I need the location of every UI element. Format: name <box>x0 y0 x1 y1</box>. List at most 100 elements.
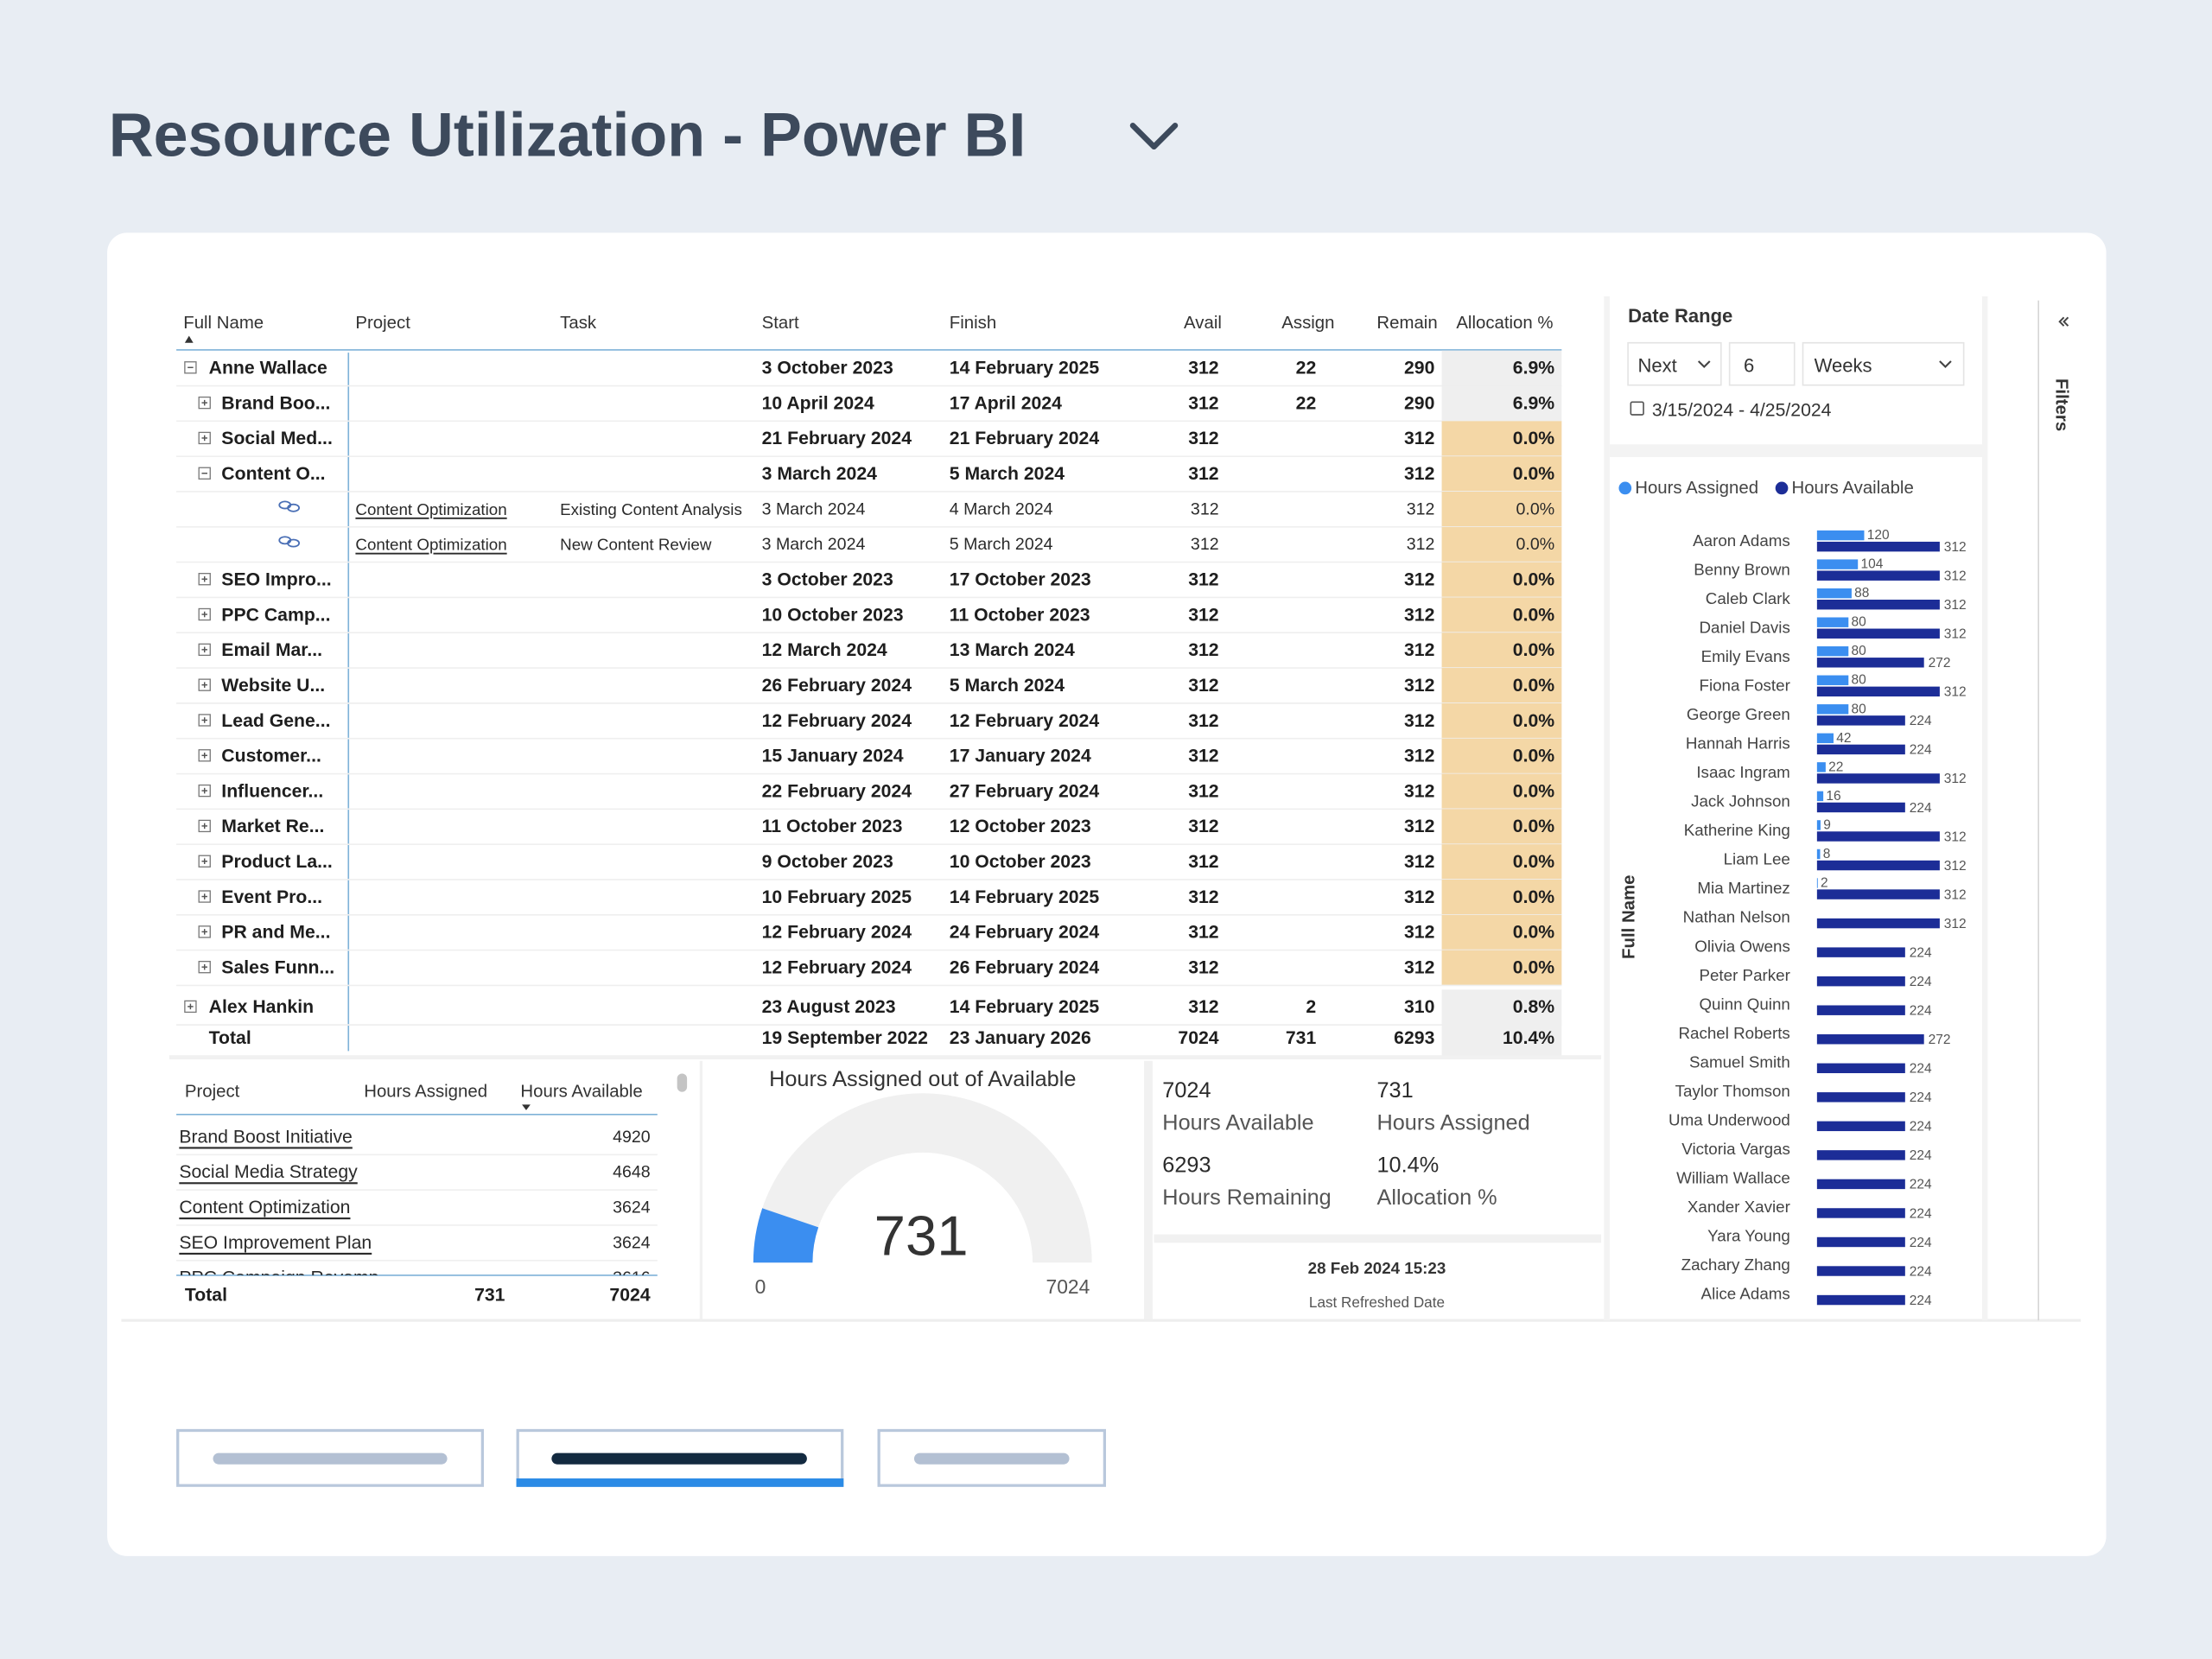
row-name[interactable]: Social Med... <box>221 429 333 448</box>
row-name[interactable]: PR and Me... <box>221 923 330 943</box>
column-header[interactable]: Avail <box>1184 314 1222 333</box>
row-name[interactable]: Sales Funn... <box>221 957 334 977</box>
cell-allocation: 6.9% <box>1513 359 1554 378</box>
row-name[interactable]: Anne Wallace <box>209 359 327 378</box>
column-header[interactable]: Task <box>560 314 597 333</box>
project-link[interactable]: Brand Boost Initiative <box>179 1127 353 1147</box>
row-name[interactable]: Lead Gene... <box>221 711 330 731</box>
cell-allocation: 0.0% <box>1513 676 1554 696</box>
row-name[interactable]: Email Mar... <box>221 640 322 660</box>
column-header[interactable]: Start <box>762 314 799 333</box>
row-name[interactable]: Brand Boo... <box>221 393 330 413</box>
data-label: 224 <box>1910 1148 1932 1163</box>
cell-remain: 310 <box>1404 997 1434 1017</box>
legend-label[interactable]: Hours Available <box>1791 479 1913 498</box>
cell-start: 22 February 2024 <box>762 781 912 801</box>
category-label: Xander Xavier <box>1688 1198 1790 1216</box>
cell-remain: 290 <box>1404 359 1434 378</box>
category-label: Taylor Thomson <box>1675 1082 1790 1100</box>
cell-finish: 17 January 2024 <box>950 747 1091 766</box>
row-name[interactable]: Market Re... <box>221 817 324 836</box>
row-name[interactable]: Product La... <box>221 852 333 872</box>
cell-allocation: 0.0% <box>1513 781 1554 801</box>
row-name[interactable]: Content O... <box>221 464 325 484</box>
row-name[interactable]: SEO Impro... <box>221 570 331 590</box>
bar <box>1817 542 1940 551</box>
cell-remain: 6293 <box>1394 1028 1434 1048</box>
cell-remain: 312 <box>1404 464 1434 484</box>
column-header[interactable]: Full Name <box>183 314 264 333</box>
cell-allocation: 0.0% <box>1513 957 1554 977</box>
scrollbar[interactable] <box>677 1073 687 1091</box>
category-label: Victoria Vargas <box>1681 1140 1790 1158</box>
data-label: 312 <box>1944 772 1967 786</box>
cell-remain: 312 <box>1404 605 1434 625</box>
category-label: Hannah Harris <box>1686 734 1790 753</box>
row-name[interactable]: Website U... <box>221 676 325 696</box>
category-label: Peter Parker <box>1699 966 1789 984</box>
cell-finish: 23 January 2026 <box>950 1028 1091 1048</box>
cell-avail: 312 <box>1188 429 1218 448</box>
card-value: 10.4% <box>1376 1154 1439 1178</box>
date-range-value: 3/15/2024 - 4/25/2024 <box>1652 401 1832 421</box>
bar <box>1817 629 1940 639</box>
cell-finish: 24 February 2024 <box>950 923 1100 943</box>
row-name[interactable]: Event Pro... <box>221 887 322 907</box>
category-label: Liam Lee <box>1724 850 1790 868</box>
project-link[interactable]: Content Optimization <box>355 536 506 554</box>
data-label: 312 <box>1944 569 1967 584</box>
project-link[interactable]: SEO Improvement Plan <box>179 1233 372 1253</box>
row-name[interactable]: PPC Camp... <box>221 605 330 625</box>
count-input[interactable] <box>1730 343 1795 385</box>
category-label: Isaac Ingram <box>1696 763 1789 781</box>
bar <box>1817 918 1940 928</box>
cell-avail: 312 <box>1188 781 1218 801</box>
data-label: 224 <box>1910 714 1932 728</box>
data-label: 80 <box>1852 673 1867 688</box>
cell-assign: 731 <box>1286 1028 1317 1048</box>
column-header[interactable]: Finish <box>950 314 996 333</box>
cell-start: 3 October 2023 <box>762 570 893 590</box>
row-name[interactable]: Alex Hankin <box>209 997 314 1017</box>
gauge-value: 731 <box>874 1205 969 1268</box>
project-link[interactable]: Content Optimization <box>355 500 506 518</box>
cell-allocation: 0.0% <box>1513 817 1554 836</box>
category-label: Rachel Roberts <box>1678 1024 1789 1042</box>
cell-remain: 312 <box>1404 570 1434 590</box>
category-label: Jack Johnson <box>1691 792 1790 810</box>
column-header[interactable]: Hours Available <box>520 1083 642 1102</box>
legend-marker <box>1776 482 1789 495</box>
bar <box>1817 1064 1905 1073</box>
cell-finish: 10 October 2023 <box>950 852 1091 872</box>
data-label: 80 <box>1852 702 1867 716</box>
y-axis-title: Full Name <box>1620 874 1639 958</box>
cell-start: 21 February 2024 <box>762 429 912 448</box>
bar <box>1817 849 1821 859</box>
column-header[interactable]: Assign <box>1281 314 1334 333</box>
column-header[interactable]: Remain <box>1376 314 1437 333</box>
row-name[interactable]: Customer... <box>221 747 321 766</box>
column-header[interactable]: Allocation % <box>1456 314 1553 333</box>
cell-avail: 312 <box>1191 499 1219 518</box>
cell-finish: 12 February 2024 <box>950 711 1100 731</box>
cell-start: 15 January 2024 <box>762 747 904 766</box>
bar <box>1817 1237 1905 1247</box>
bar <box>1817 762 1826 772</box>
cell-remain: 312 <box>1404 817 1434 836</box>
bar <box>1817 803 1905 812</box>
bar <box>1817 570 1940 580</box>
project-link[interactable]: Content Optimization <box>179 1198 350 1217</box>
legend-label[interactable]: Hours Assigned <box>1635 479 1758 498</box>
cell-finish: 5 March 2024 <box>950 535 1053 554</box>
panel-gap <box>1604 296 1610 1320</box>
card-label: Hours Available <box>1162 1111 1313 1135</box>
row-name[interactable]: Influencer... <box>221 781 323 801</box>
column-header[interactable]: Hours Assigned <box>364 1083 487 1102</box>
refresh-date: 28 Feb 2024 15:23 <box>1308 1259 1446 1277</box>
project-link[interactable]: Social Media Strategy <box>179 1162 358 1182</box>
column-header[interactable]: Project <box>185 1083 240 1102</box>
column-header[interactable]: Project <box>355 314 410 333</box>
filters-label[interactable]: Filters <box>2051 378 2070 431</box>
category-label: Nathan Nelson <box>1683 908 1790 926</box>
